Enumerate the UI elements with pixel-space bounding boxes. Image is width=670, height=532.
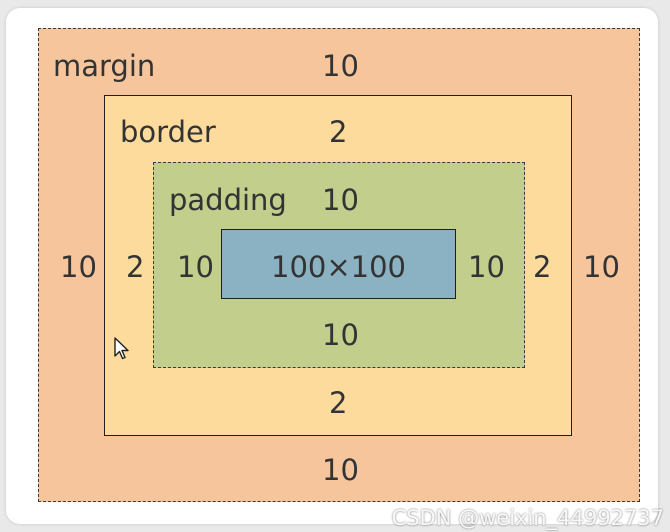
- border-top-value: 2: [329, 115, 348, 149]
- margin-left-value: 10: [60, 250, 97, 284]
- margin-bottom-value: 10: [322, 453, 359, 487]
- watermark: CSDN @weixin_44992737: [391, 506, 664, 530]
- border-bottom-value: 2: [329, 386, 348, 420]
- border-right-value: 2: [533, 250, 552, 284]
- padding-left-value: 10: [177, 250, 214, 284]
- margin-label: margin: [53, 49, 156, 83]
- border-label: border: [120, 115, 216, 149]
- padding-label: padding: [169, 183, 287, 217]
- content-size-label: 100×100: [271, 250, 407, 284]
- content-box: [221, 229, 456, 299]
- margin-top-value: 10: [322, 49, 359, 83]
- mouse-pointer-icon: [114, 337, 129, 360]
- padding-right-value: 10: [468, 250, 505, 284]
- padding-top-value: 10: [322, 183, 359, 217]
- border-left-value: 2: [126, 250, 145, 284]
- padding-bottom-value: 10: [322, 318, 359, 352]
- margin-right-value: 10: [583, 250, 620, 284]
